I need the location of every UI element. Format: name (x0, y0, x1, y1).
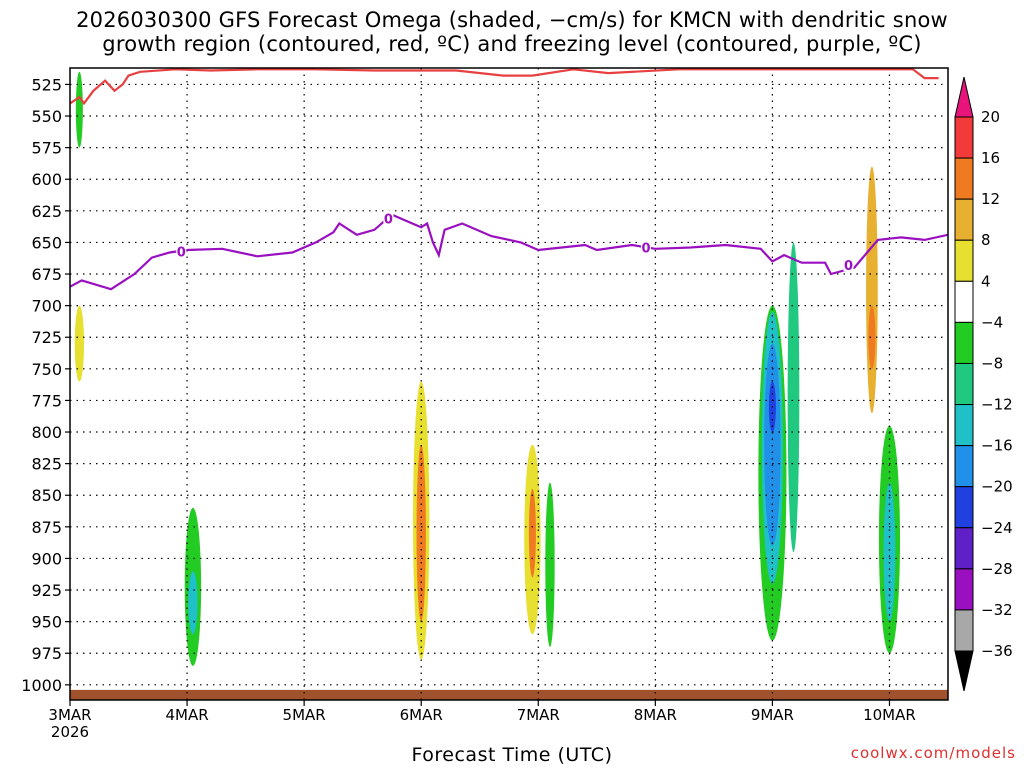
colorbar-tick-label: 20 (981, 108, 1000, 126)
y-tick-label: 650 (31, 233, 62, 252)
y-tick-label: 850 (31, 486, 62, 505)
colorbar-box (954, 404, 974, 447)
omega-area-13 (787, 242, 800, 553)
omega-area-7 (528, 488, 536, 578)
axes: 525 550 575 600 625 650 675 700 725 750 775 800 825 8… (21, 67, 949, 741)
colorbar-box (954, 280, 974, 323)
chart-title-line2: growth region (contoured, red, ºC) and f… (102, 32, 922, 56)
x-tick-label: 3MAR (48, 706, 91, 724)
y-tick-label: 575 (31, 139, 62, 158)
omega-area-1 (74, 305, 85, 382)
y-tick-label: 550 (31, 107, 62, 126)
y-tick-label: 775 (31, 391, 62, 410)
y-tick-label: 725 (31, 328, 62, 347)
x-tick-label: 9MAR (751, 706, 794, 724)
y-tick-label: 875 (31, 518, 62, 537)
omega-area-5 (416, 444, 426, 622)
x-tick-label: 5MAR (283, 706, 326, 724)
y-tick-label: 825 (31, 455, 62, 474)
freezing-level-label: 0 (177, 245, 186, 260)
colorbar-tick-label: 12 (981, 190, 1000, 208)
colorbar-box (954, 157, 974, 200)
y-tick-label: 975 (31, 644, 62, 663)
colorbar-box (954, 486, 974, 529)
omega-area-11 (764, 343, 781, 546)
colorbar-box (954, 445, 974, 488)
freezing-label-bg (383, 210, 394, 225)
colorbar: 20 16 12 8 4 −4 −8 −12 −16 −20 −24 −28 −32 −36 (954, 76, 1013, 692)
y-tick-label: 625 (31, 202, 62, 221)
chart-title-line1: 2026030300 GFS Forecast Omega (shaded, −… (76, 8, 948, 32)
colorbar-tick-label: −36 (981, 642, 1013, 660)
omega-area-0 (75, 71, 83, 148)
y-tick-label: 750 (31, 360, 62, 379)
colorbar-bottom-arrow (954, 650, 974, 692)
y-tick-label: 1000 (21, 676, 62, 695)
colorbar-box (954, 116, 974, 159)
colorbar-tick-label: −8 (981, 354, 1003, 372)
freezing-label-bg (640, 239, 651, 254)
omega-area-15 (883, 482, 896, 622)
colorbar-tick-label: −32 (981, 601, 1013, 619)
colorbar-tick-label: −4 (981, 313, 1003, 331)
colorbar-box (954, 527, 974, 570)
colorbar-tick-label: −16 (981, 437, 1013, 455)
freezing-level-label: 0 (384, 212, 393, 227)
omega-area-17 (868, 305, 876, 369)
colorbar-tick-label: −28 (981, 560, 1013, 578)
omega-area-3 (188, 571, 198, 635)
freezing-level-label: 0 (641, 241, 650, 256)
colorbar-tick-label: −20 (981, 478, 1013, 496)
y-tick-label: 925 (31, 581, 62, 600)
colorbar-box (954, 198, 974, 241)
y-tick-label: 950 (31, 613, 62, 632)
omega-area-8 (545, 482, 555, 647)
plot-inner: 0 0 0 0 (70, 68, 948, 700)
y-tick-label: 800 (31, 423, 62, 442)
x-tick-label: 6MAR (400, 706, 443, 724)
freezing-label-bg (176, 243, 187, 258)
chart-title: 2026030300 GFS Forecast Omega (shaded, −… (0, 8, 1024, 56)
y-tick-label: 675 (31, 265, 62, 284)
y-tick-label: 700 (31, 297, 62, 316)
y-tick-label: 600 (31, 170, 62, 189)
colorbar-box (954, 239, 974, 282)
colorbar-box (954, 609, 974, 652)
colorbar-top-arrow (954, 76, 974, 118)
plot-area: 0 0 0 0 (70, 68, 948, 700)
colorbar-box (954, 321, 974, 364)
y-tick-label: 900 (31, 549, 62, 568)
colorbar-box (954, 362, 974, 406)
x-tick-label: 4MAR (165, 706, 208, 724)
ground-band (70, 689, 948, 700)
plot-frame (69, 67, 949, 701)
freezing-label-bg (843, 257, 854, 272)
y-tick-label: 525 (31, 75, 62, 94)
x-axis-label: Forecast Time (UTC) (411, 744, 613, 766)
dgz-contour-line (70, 68, 939, 106)
x-tick-label: 8MAR (634, 706, 677, 724)
x-tick-sublabel: 2026 (51, 723, 89, 741)
colorbar-box (954, 568, 974, 611)
freezing-level-line (70, 213, 948, 291)
omega-area-16 (866, 166, 878, 414)
colorbar-tick-label: 16 (981, 149, 1000, 167)
colorbar-tick-label: −12 (981, 396, 1013, 414)
freezing-level-label: 0 (844, 259, 853, 274)
credit-link[interactable]: coolwx.com/models (850, 744, 1016, 762)
x-tick-label: 7MAR (517, 706, 560, 724)
colorbar-tick-label: −24 (981, 519, 1013, 537)
colorbar-tick-label: 8 (981, 231, 991, 249)
colorbar-tick-label: 4 (981, 272, 991, 290)
x-tick-label: 10MAR (863, 706, 916, 724)
